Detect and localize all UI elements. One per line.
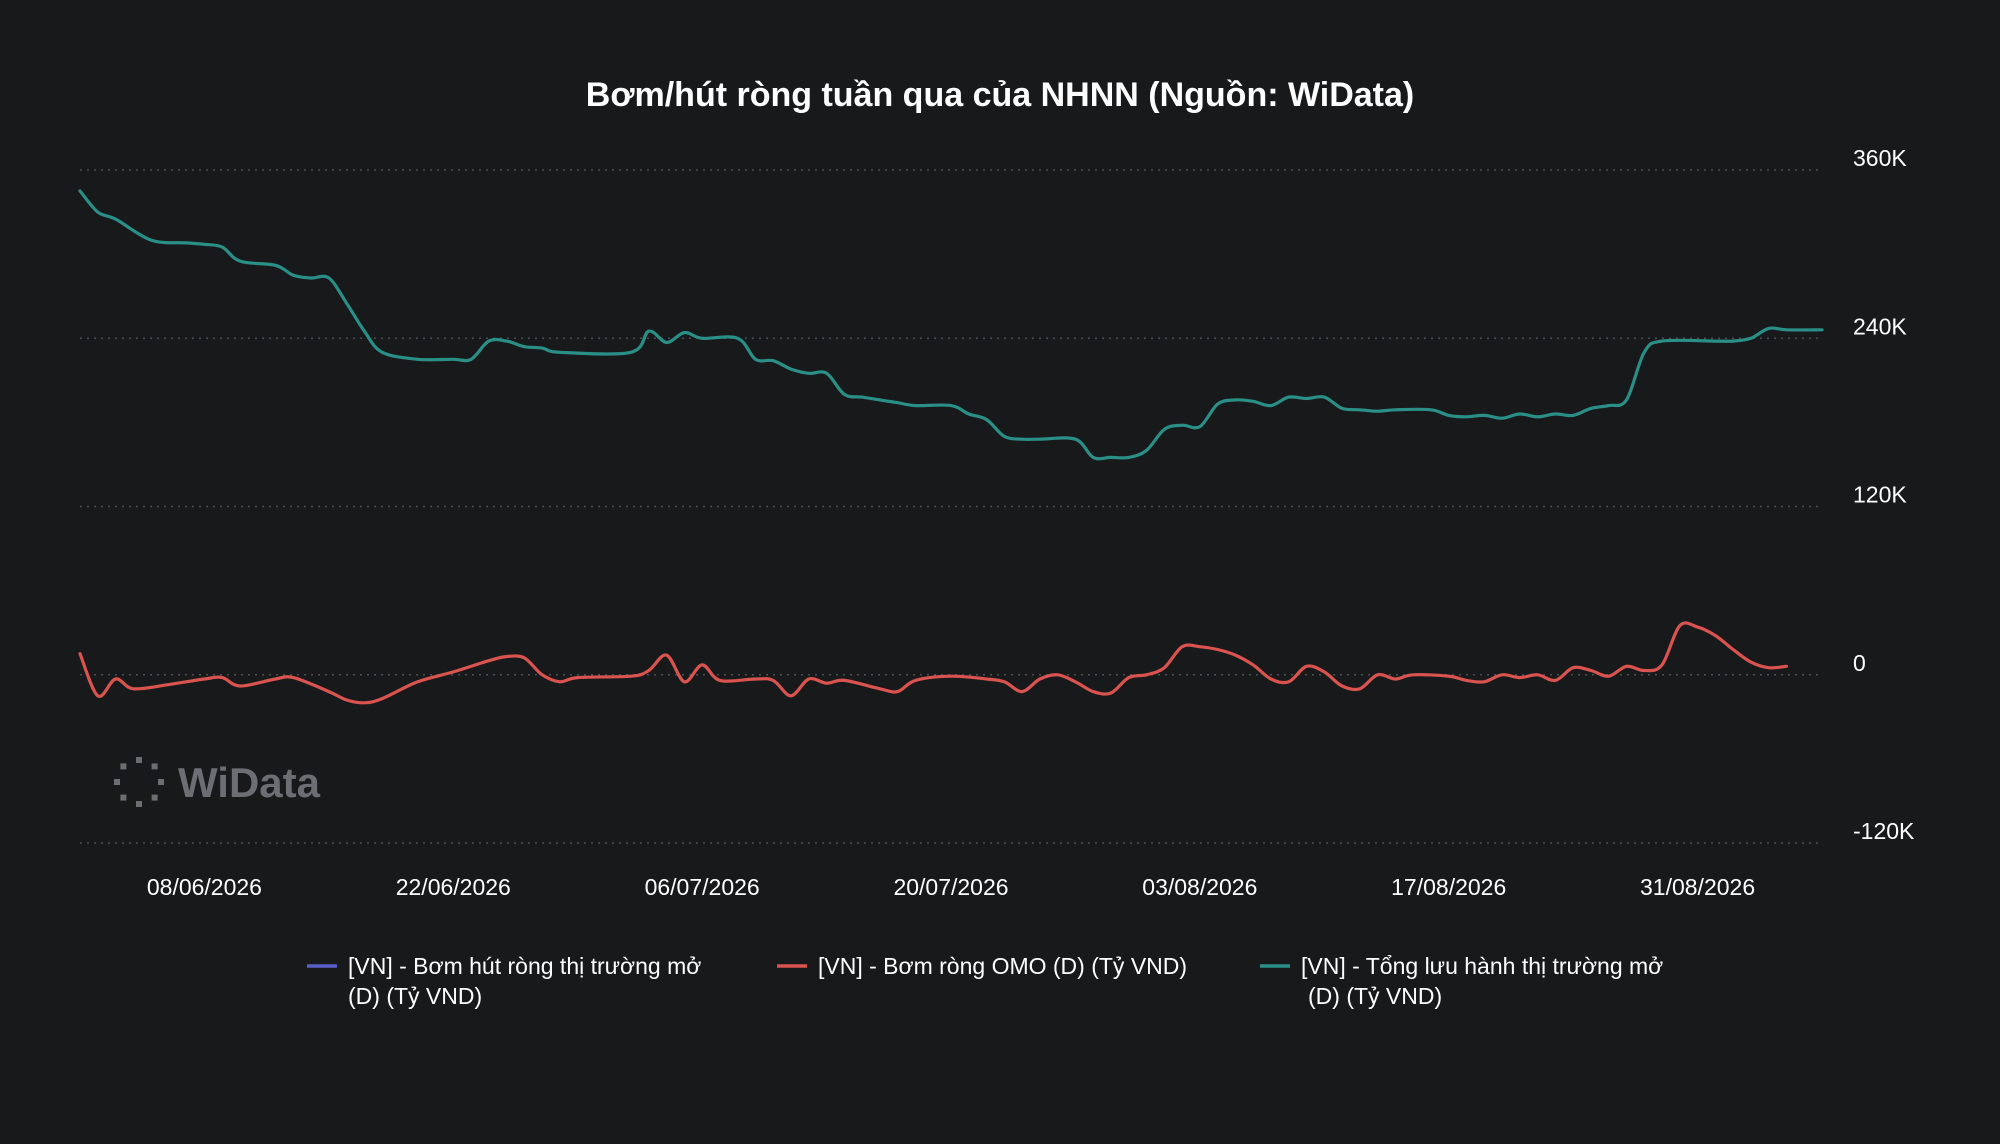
chart-title: Bơm/hút ròng tuần qua của NHNN (Nguồn: W… [586,76,1414,114]
series-lines [78,189,1824,705]
widata-logo-icon [114,757,164,807]
x-tick-label: 06/07/2026 [645,874,760,900]
x-tick-label: 31/08/2026 [1640,874,1755,900]
series-line-2[interactable] [78,621,1788,705]
logo-dot [136,801,142,807]
y-tick-label: 120K [1853,482,1907,508]
gridlines [80,169,1822,844]
logo-dot [151,763,158,770]
logo-dot [120,763,127,770]
series-line-3[interactable] [78,189,1824,461]
legend-label: [VN] - Bơm ròng OMO (D) (Tỷ VND) [818,953,1187,979]
y-tick-label: 0 [1853,650,1866,676]
logo-dot [151,794,158,801]
widata-watermark: WiData [114,757,321,807]
legend-item-1[interactable]: [VN] - Bơm hút ròng thị trường mở (D) (Tỷ… [307,953,701,1009]
x-tick-label: 20/07/2026 [893,874,1008,900]
y-axis-ticks: 360K 240K 120K 0 -120K [1853,145,1915,844]
legend-item-3[interactable]: [VN] - Tổng lưu hành thị trường mở (D) (T… [1260,953,1663,1009]
logo-dot [120,794,127,801]
logo-dot [136,757,142,763]
legend: [VN] - Bơm hút ròng thị trường mở (D) (Tỷ… [307,953,1663,1009]
x-axis-ticks: 08/06/2026 22/06/2026 06/07/2026 20/07/2026… [147,874,1755,900]
logo-dot [158,779,164,785]
x-tick-label: 22/06/2026 [396,874,511,900]
legend-label: (D) (Tỷ VND) [348,983,482,1009]
legend-label: [VN] - Tổng lưu hành thị trường mở [1301,953,1663,979]
watermark-text: WiData [178,759,321,806]
legend-item-2[interactable]: [VN] - Bơm ròng OMO (D) (Tỷ VND) [777,953,1187,979]
x-tick-label: 03/08/2026 [1142,874,1257,900]
y-tick-label: -120K [1853,818,1915,844]
legend-label: (D) (Tỷ VND) [1308,983,1442,1009]
x-tick-label: 17/08/2026 [1391,874,1506,900]
y-tick-label: 240K [1853,313,1907,339]
legend-label: [VN] - Bơm hút ròng thị trường mở [348,953,701,979]
logo-dot [114,779,120,785]
y-tick-label: 360K [1853,145,1907,171]
x-tick-label: 08/06/2026 [147,874,262,900]
